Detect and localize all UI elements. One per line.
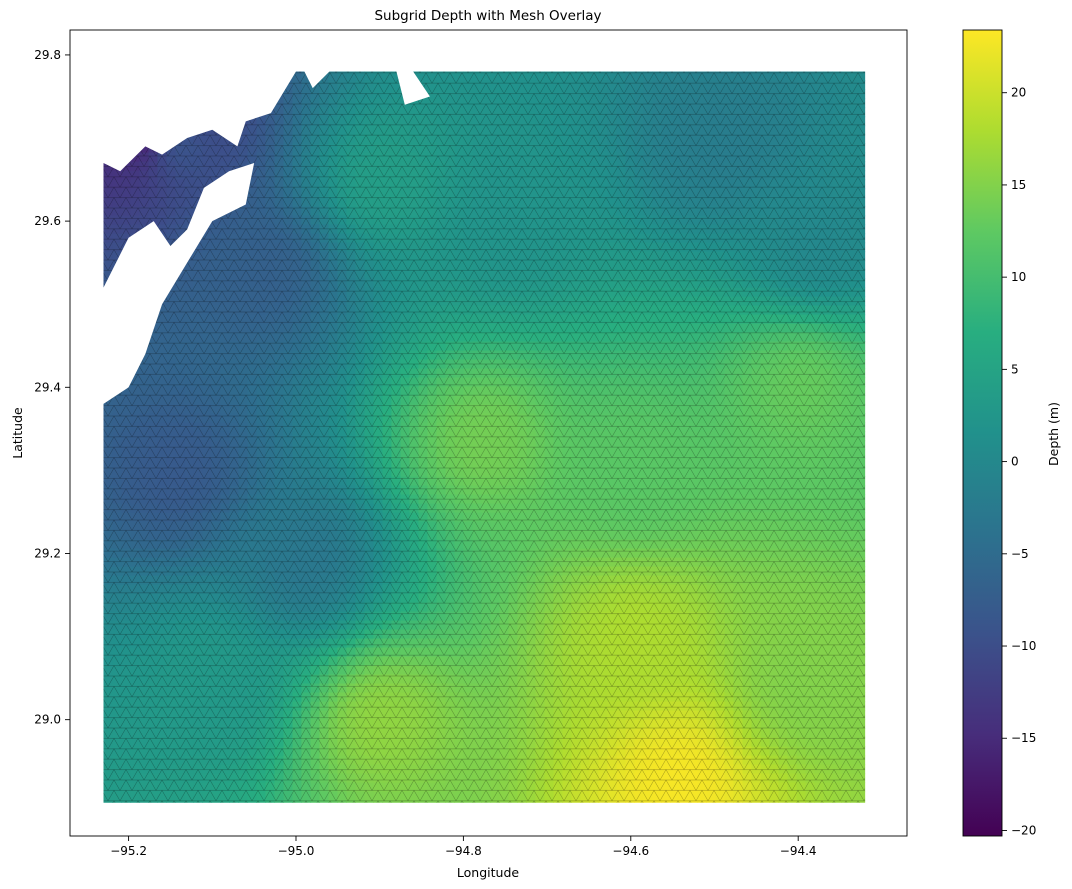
x-axis-label: Longitude bbox=[457, 865, 519, 880]
colorbar-tick-label: −15 bbox=[1011, 731, 1036, 745]
colorbar-ticks: −20 −15 −10 −5 0 5 10 15 20 bbox=[1002, 86, 1036, 837]
x-tick-label: −94.8 bbox=[445, 844, 482, 858]
colorbar-tick-label: −5 bbox=[1011, 547, 1029, 561]
x-tick-label: −95.2 bbox=[110, 844, 147, 858]
y-axis-label: Latitude bbox=[10, 407, 25, 459]
depth-field bbox=[103, 71, 866, 803]
y-tick-label: 29.0 bbox=[34, 713, 61, 727]
axes-frame bbox=[69, 29, 908, 837]
colorbar bbox=[962, 29, 1003, 837]
land-area bbox=[103, 162, 255, 404]
colorbar-tick-label: −10 bbox=[1011, 639, 1036, 653]
colorbar-tick-label: 0 bbox=[1011, 455, 1019, 469]
land-area bbox=[103, 71, 296, 172]
x-tick-label: −94.4 bbox=[780, 844, 817, 858]
y-axis: 29.0 29.2 29.4 29.6 29.8 bbox=[34, 48, 70, 727]
colorbar-tick-label: −20 bbox=[1011, 823, 1036, 837]
y-tick-label: 29.8 bbox=[34, 48, 61, 62]
colorbar-label: Depth (m) bbox=[1046, 402, 1061, 466]
colorbar-tick-label: 15 bbox=[1011, 178, 1026, 192]
y-tick-label: 29.4 bbox=[34, 380, 61, 394]
colorbar-tick-label: 5 bbox=[1011, 362, 1019, 376]
chart-title: Subgrid Depth with Mesh Overlay bbox=[374, 8, 601, 24]
x-tick-label: −94.6 bbox=[612, 844, 649, 858]
land-area bbox=[396, 71, 430, 105]
x-tick-label: −95.0 bbox=[278, 844, 315, 858]
x-axis: −95.2 −95.0 −94.8 −94.6 −94.4 bbox=[110, 836, 817, 858]
colorbar-tick-label: 10 bbox=[1011, 270, 1026, 284]
y-tick-label: 29.2 bbox=[34, 546, 61, 560]
y-tick-label: 29.6 bbox=[34, 214, 61, 228]
land-area bbox=[304, 71, 330, 89]
colorbar-tick-label: 20 bbox=[1011, 86, 1026, 100]
